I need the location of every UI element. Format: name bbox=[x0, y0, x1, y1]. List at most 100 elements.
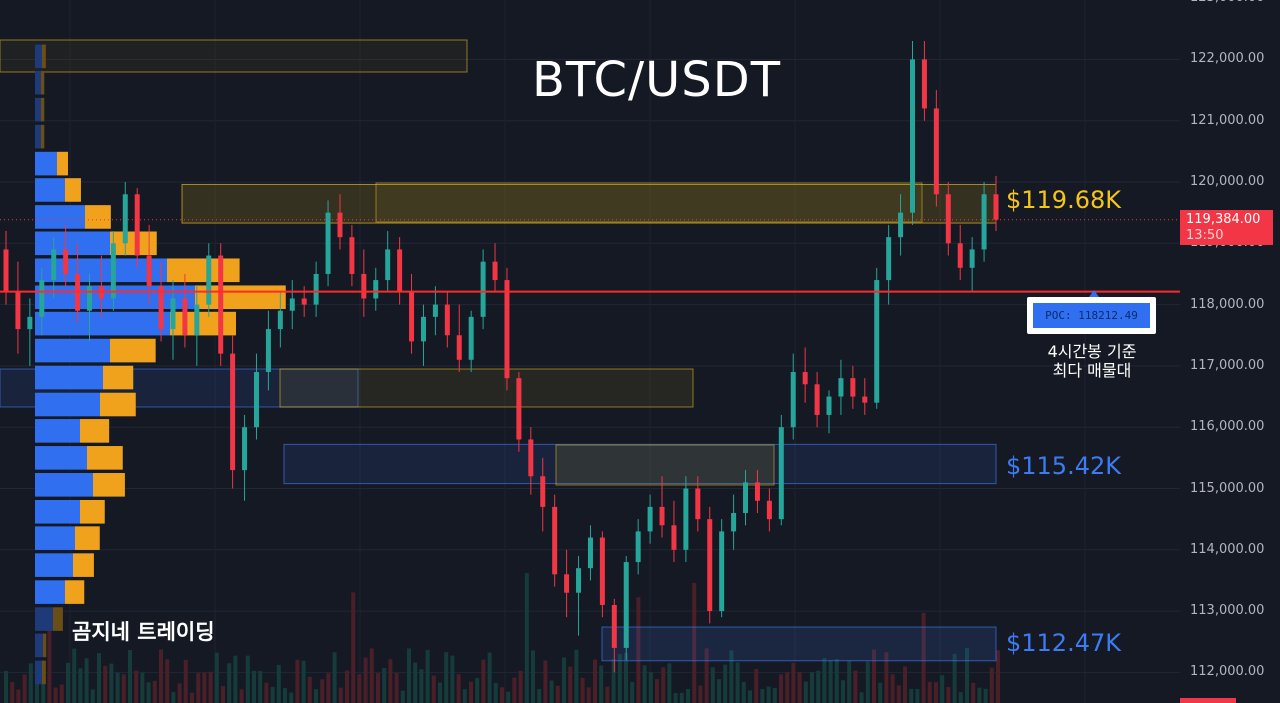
profile-buy-bar bbox=[35, 365, 103, 390]
volume-bar bbox=[128, 650, 132, 703]
volume-bar bbox=[679, 692, 684, 703]
volume-bar bbox=[710, 667, 715, 703]
candle-body bbox=[63, 249, 69, 274]
volume-bar bbox=[766, 686, 771, 703]
profile-buy-bar bbox=[35, 526, 75, 550]
volume-bar bbox=[239, 689, 244, 703]
profile-sell-bar bbox=[42, 44, 46, 69]
profile-sell-bar bbox=[93, 473, 125, 497]
volume-bar bbox=[78, 668, 83, 703]
candle-body bbox=[265, 329, 271, 373]
profile-sell-bar bbox=[110, 231, 157, 256]
volume-bar bbox=[562, 657, 566, 703]
volume-bar bbox=[617, 654, 622, 703]
volume-bar bbox=[295, 659, 300, 703]
volume-bar bbox=[673, 692, 678, 703]
y-tick-label: 123,000.00 bbox=[1190, 0, 1264, 5]
candle-body bbox=[945, 194, 951, 244]
candle-body bbox=[170, 298, 176, 330]
candle-body bbox=[838, 378, 844, 397]
volume-bar bbox=[872, 649, 876, 703]
poc-label: POC: 118212.49 bbox=[1033, 303, 1150, 328]
volume-bar bbox=[983, 688, 988, 703]
volume-bar bbox=[686, 689, 690, 703]
volume-bar bbox=[605, 686, 610, 703]
profile-buy-bar bbox=[35, 205, 85, 229]
volume-bar bbox=[772, 687, 777, 703]
profile-sell-bar bbox=[41, 124, 45, 149]
zone-rect-mid-left-yellow bbox=[279, 368, 694, 408]
volume-bar bbox=[568, 666, 573, 703]
volume-bar bbox=[400, 690, 405, 703]
candle-body bbox=[3, 249, 9, 293]
profile-buy-bar bbox=[35, 419, 80, 443]
candle-body bbox=[862, 396, 868, 403]
candle-body bbox=[898, 212, 904, 238]
volume-bar bbox=[146, 682, 151, 703]
candle-body bbox=[957, 243, 963, 268]
y-tick-label: 121,000.00 bbox=[1190, 112, 1265, 128]
candle-body bbox=[420, 316, 426, 342]
candle-body bbox=[981, 194, 987, 250]
volume-bar bbox=[289, 692, 294, 703]
profile-sell-bar bbox=[41, 97, 45, 122]
candle-body bbox=[325, 212, 331, 274]
profile-sell-bar bbox=[80, 419, 110, 443]
volume-bar bbox=[493, 682, 498, 703]
volume-bar bbox=[779, 674, 783, 703]
volume-bar bbox=[4, 670, 8, 703]
candle-body bbox=[540, 476, 546, 507]
y-tick-label: 116,000.00 bbox=[1190, 419, 1265, 435]
volume-bar bbox=[202, 672, 207, 703]
profile-buy-bar bbox=[35, 70, 41, 95]
volume-bar bbox=[307, 676, 312, 703]
volume-bar bbox=[903, 666, 907, 703]
profile-sell-bar bbox=[75, 526, 100, 550]
volume-bar bbox=[506, 691, 511, 703]
y-tick-label: 122,000.00 bbox=[1190, 51, 1265, 67]
candle-body bbox=[921, 59, 927, 109]
middle-zone-label: $115.42K bbox=[1006, 452, 1121, 480]
profile-sell-bar bbox=[170, 311, 236, 336]
candle-body bbox=[218, 255, 224, 354]
last-price-tag: 119,384.00 13:50 bbox=[1180, 210, 1273, 245]
volume-bar bbox=[276, 664, 281, 703]
candle-body bbox=[15, 292, 21, 330]
volume-bar bbox=[878, 682, 883, 703]
volume-bar bbox=[865, 661, 870, 703]
volume-bar bbox=[834, 658, 839, 703]
profile-sell-bar bbox=[41, 70, 45, 95]
volume-bar bbox=[704, 648, 709, 703]
zone-rect-top-left bbox=[0, 39, 468, 73]
candle-body bbox=[635, 531, 641, 563]
volume-bar bbox=[326, 673, 331, 703]
candle-body bbox=[826, 396, 832, 415]
volume-bar bbox=[152, 680, 157, 703]
volume-bar bbox=[227, 663, 232, 703]
candle-body bbox=[933, 108, 939, 195]
volume-bar bbox=[258, 671, 263, 703]
volume-bar bbox=[84, 658, 89, 703]
candle-body bbox=[647, 506, 653, 532]
y-tick-label: 112,000.00 bbox=[1190, 664, 1265, 680]
volume-bar bbox=[72, 648, 77, 703]
volume-bar bbox=[407, 648, 411, 703]
profile-buy-bar bbox=[35, 338, 110, 363]
candle-body bbox=[349, 237, 355, 274]
poc-note-line2: 최다 매물대 bbox=[1052, 361, 1132, 380]
candle-body bbox=[134, 194, 140, 256]
volume-bar bbox=[717, 679, 721, 703]
volume-bars bbox=[4, 573, 1000, 703]
candle-body bbox=[504, 280, 510, 379]
volume-bar bbox=[810, 672, 814, 703]
volume-bar bbox=[580, 677, 585, 703]
profile-sell-bar bbox=[65, 580, 85, 604]
volume-bar bbox=[803, 681, 808, 703]
profile-buy-bar bbox=[35, 231, 110, 256]
volume-bar bbox=[785, 672, 790, 703]
volume-bar bbox=[264, 682, 269, 703]
volume-bar bbox=[977, 687, 982, 703]
volume-bar bbox=[555, 685, 560, 703]
